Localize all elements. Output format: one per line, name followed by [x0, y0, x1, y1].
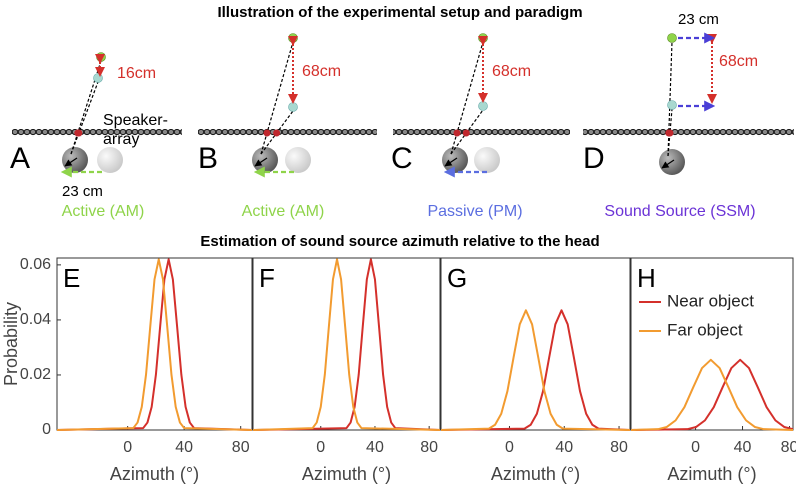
x-axis-label: Azimuth (°) — [667, 464, 756, 484]
curve — [440, 309, 631, 431]
x-tick-label: 0 — [505, 439, 514, 456]
panel-letter: E — [63, 263, 80, 293]
x-tick-label: 40 — [734, 439, 752, 456]
condition-label: Passive (PM) — [427, 203, 522, 220]
x-tick-label: 0 — [123, 439, 132, 456]
y-tick-label: 0.06 — [20, 256, 51, 273]
curve — [440, 309, 631, 431]
curve — [56, 258, 253, 431]
distance-label: 68cm — [492, 63, 531, 80]
legend-label: Near object — [667, 291, 754, 310]
curve — [252, 258, 441, 431]
near-source — [478, 101, 488, 111]
x-tick-label: 80 — [420, 439, 438, 456]
active-speaker — [75, 129, 83, 137]
ghost-head — [285, 147, 311, 173]
x-tick-label: 0 — [316, 439, 325, 456]
x-tick-label: 0 — [691, 439, 700, 456]
speaker-array — [393, 129, 570, 137]
x-tick-label: 40 — [366, 439, 384, 456]
charts-title: Estimation of sound source azimuth relat… — [200, 233, 599, 250]
panel-letter: F — [259, 263, 275, 293]
head-arrow — [661, 159, 675, 169]
near-source — [667, 100, 677, 110]
active-speaker — [462, 129, 470, 137]
panel-letter: C — [391, 142, 413, 175]
panel-letter: G — [447, 263, 467, 293]
distance-label: 68cm — [302, 63, 341, 80]
far-source — [478, 33, 488, 43]
condition-label: Active (AM) — [242, 203, 325, 220]
sight-line — [450, 41, 484, 155]
x-tick-label: 80 — [781, 439, 796, 456]
speaker-array — [12, 129, 182, 137]
speaker-array — [198, 129, 377, 137]
curve — [56, 258, 253, 431]
active-speaker — [273, 129, 281, 137]
plot-frame — [440, 257, 631, 431]
curve — [252, 258, 441, 431]
sight-line — [260, 41, 294, 155]
offset-label: 23 cm — [62, 183, 103, 200]
far-source — [288, 33, 298, 43]
head-arrow — [64, 157, 78, 167]
x-tick-label: 40 — [555, 439, 573, 456]
panel-letter: B — [198, 142, 218, 175]
plot-frame — [56, 257, 253, 431]
condition-label: Active (AM) — [62, 203, 145, 220]
plot-frame — [630, 257, 794, 431]
far-source — [96, 52, 106, 62]
x-axis-label: Azimuth (°) — [110, 464, 199, 484]
ghost-head — [97, 147, 123, 173]
far-source — [667, 33, 677, 43]
panel-letter: A — [10, 142, 30, 175]
sight-line — [667, 41, 673, 157]
x-tick-label: 80 — [610, 439, 628, 456]
sight-line — [70, 81, 99, 155]
plot-frame — [252, 257, 441, 431]
speaker-label: array — [103, 131, 139, 148]
x-tick-label: 80 — [232, 439, 250, 456]
x-tick-label: 40 — [175, 439, 193, 456]
head-arrow — [444, 157, 458, 167]
speaker-array — [583, 129, 794, 137]
curve — [630, 358, 794, 431]
speaker-label: Speaker- — [103, 112, 168, 129]
near-source — [288, 102, 298, 112]
panel-letter: H — [637, 263, 656, 293]
sight-line — [667, 108, 673, 157]
setup-title: Illustration of the experimental setup a… — [217, 4, 582, 21]
y-tick-label: 0 — [42, 421, 51, 438]
y-tick-label: 0.04 — [20, 311, 51, 328]
head-arrow — [254, 157, 268, 167]
offset-label: 23 cm — [678, 11, 719, 28]
active-speaker — [666, 129, 674, 137]
distance-label: 68cm — [719, 53, 758, 70]
active-speaker — [263, 129, 271, 137]
y-tick-label: 0.02 — [20, 366, 51, 383]
x-axis-label: Azimuth (°) — [302, 464, 391, 484]
distance-label: 16cm — [117, 65, 156, 82]
x-axis-label: Azimuth (°) — [491, 464, 580, 484]
active-speaker — [453, 129, 461, 137]
legend-label: Far object — [667, 320, 743, 339]
ghost-head — [474, 147, 500, 173]
condition-label: Sound Source (SSM) — [604, 203, 755, 220]
y-axis-label: Probability — [1, 302, 21, 386]
near-source — [93, 73, 103, 83]
curve — [630, 358, 794, 431]
panel-letter: D — [583, 142, 605, 175]
